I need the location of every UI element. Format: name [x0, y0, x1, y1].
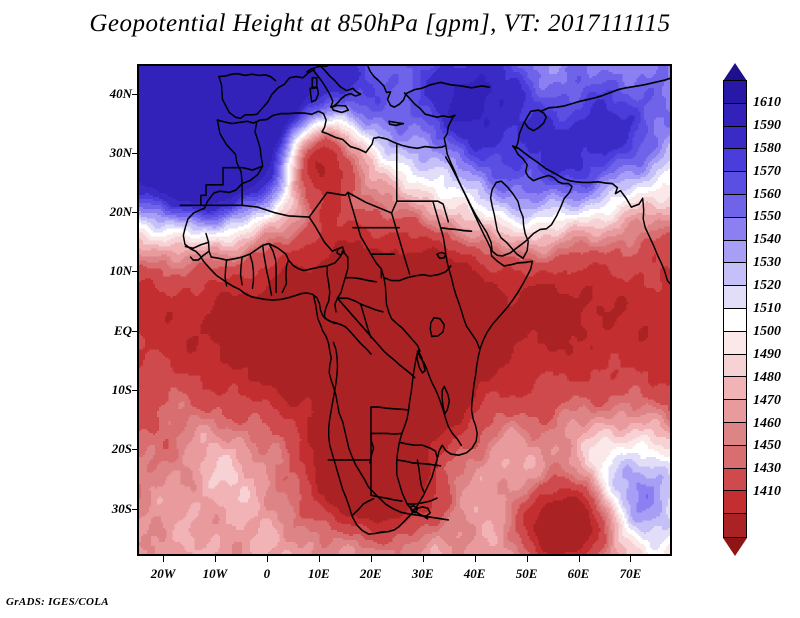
y-tick-mark	[132, 93, 138, 95]
colorbar-top-arrow	[723, 63, 747, 81]
y-tick-mark	[132, 271, 138, 273]
x-tick-mark	[318, 556, 320, 562]
colorbar-tick-label: 1410	[753, 484, 781, 500]
y-tick-mark	[132, 508, 138, 510]
colorbar-band	[724, 172, 746, 195]
colorbar-band	[724, 400, 746, 423]
colorbar: 1610 1590 1580 1570 1560 1550 1540 1530 1520 1510…	[723, 63, 781, 556]
colorbar-band	[724, 217, 746, 241]
x-tick-mark	[474, 556, 476, 562]
colorbar-band	[724, 194, 746, 218]
colorbar-band	[724, 445, 746, 469]
colorbar-tick-label: 1580	[753, 140, 781, 156]
colorbar-tick-label: 1540	[753, 232, 781, 248]
y-tick-label: EQ	[113, 322, 132, 338]
colorbar-band	[724, 286, 746, 309]
colorbar-tick-label: 1520	[753, 278, 781, 294]
colorbar-tick-label: 1510	[753, 301, 781, 316]
colorbar-bottom-arrow	[723, 538, 747, 556]
y-tick-mark	[132, 390, 138, 392]
colorbar-band	[724, 468, 746, 492]
x-axis: 20W 10W 0 10E 20E 30E 40E 50E 60E 70E	[137, 556, 672, 586]
x-tick-mark	[370, 556, 372, 562]
x-tick-label: 70E	[619, 566, 642, 581]
colorbar-band	[724, 422, 746, 446]
x-tick-mark	[214, 556, 216, 562]
colorbar-tick-label: 1610	[753, 94, 781, 110]
y-tick-label: 20S	[111, 441, 132, 457]
y-tick-label: 30S	[111, 500, 132, 516]
y-tick-mark	[132, 152, 138, 154]
y-tick-mark	[132, 212, 138, 214]
colorbar-tick-label: 1460	[753, 415, 781, 431]
colorbar-tick-label: 1500	[753, 323, 781, 339]
colorbar-band	[724, 377, 746, 401]
y-tick-label: 20N	[109, 204, 132, 220]
colorbar-band	[724, 103, 746, 127]
x-tick-label: 20E	[359, 566, 382, 581]
x-tick-label: 40E	[463, 566, 486, 581]
colorbar-tick-label: 1560	[753, 186, 781, 202]
colorbar-tick-label: 1430	[753, 461, 781, 477]
colorbar-band	[724, 308, 746, 332]
x-tick-label: 0	[263, 566, 271, 581]
colorbar-band	[724, 149, 746, 173]
y-tick-label: 10S	[111, 382, 132, 398]
colorbar-tick-label: 1480	[753, 369, 781, 385]
x-tick-mark	[526, 556, 528, 562]
colorbar-band	[724, 126, 746, 150]
x-tick-mark	[422, 556, 424, 562]
colorbar-band	[724, 354, 746, 378]
x-tick-label: 50E	[515, 566, 538, 581]
colorbar-band	[724, 331, 746, 355]
y-tick-mark	[132, 330, 138, 332]
colorbar-band	[724, 240, 746, 264]
x-tick-mark	[266, 556, 268, 562]
colorbar-tick-label: 1450	[753, 438, 781, 454]
colorbar-tick-label: 1490	[753, 346, 781, 362]
attribution-footer: GrADS: IGES/COLA	[6, 596, 109, 608]
x-tick-mark	[578, 556, 580, 562]
x-tick-label: 60E	[567, 566, 590, 581]
chart-title: Geopotential Height at 850hPa [gpm], VT:…	[89, 10, 671, 37]
colorbar-tick-label: 1550	[753, 209, 781, 225]
x-tick-label: 10E	[307, 566, 330, 581]
colorbar-band	[724, 514, 746, 537]
x-tick-mark	[630, 556, 632, 562]
x-tick-label: 10W	[202, 566, 228, 581]
y-tick-label: 30N	[109, 144, 132, 160]
geopotential-height-field	[139, 66, 670, 554]
colorbar-tick-label: 1530	[753, 255, 781, 271]
colorbar-band	[724, 491, 746, 515]
x-tick-label: 20W	[150, 566, 176, 581]
x-tick-mark	[162, 556, 164, 562]
y-tick-label: 40N	[109, 85, 132, 101]
colorbar-bands	[723, 80, 747, 538]
colorbar-tick-label: 1590	[753, 117, 781, 133]
colorbar-band	[724, 81, 746, 104]
colorbar-tick-label: 1470	[753, 392, 781, 408]
colorbar-tick-label: 1570	[753, 163, 781, 179]
y-tick-label: 10N	[109, 263, 132, 279]
x-tick-label: 30E	[411, 566, 434, 581]
map-plot-area	[137, 64, 672, 556]
y-axis: 40N 30N 20N 10N EQ 10S 20S 30S	[88, 64, 138, 556]
coastlines-and-borders-overlay	[179, 66, 670, 535]
y-tick-mark	[132, 449, 138, 451]
colorbar-band	[724, 263, 746, 287]
